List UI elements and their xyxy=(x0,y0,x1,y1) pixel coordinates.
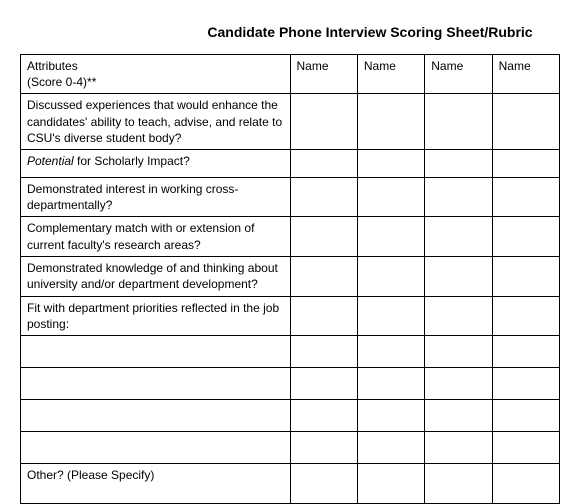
score-cell xyxy=(357,296,424,335)
attribute-cell: Demonstrated interest in working cross-d… xyxy=(21,177,291,216)
score-cell xyxy=(357,432,424,464)
table-row-empty xyxy=(21,432,560,464)
attribute-cell: Demonstrated knowledge of and thinking a… xyxy=(21,256,291,296)
score-cell xyxy=(492,336,559,368)
score-cell xyxy=(492,217,559,256)
score-cell xyxy=(357,336,424,368)
score-cell xyxy=(425,400,492,432)
table-row-empty xyxy=(21,368,560,400)
score-cell xyxy=(290,177,357,216)
score-cell xyxy=(290,336,357,368)
attribute-cell: Other? (Please Specify) xyxy=(21,464,291,504)
score-cell xyxy=(425,296,492,335)
table-header-row: Attributes (Score 0-4)** Name Name Name … xyxy=(21,55,560,94)
score-cell xyxy=(425,94,492,150)
score-cell xyxy=(492,296,559,335)
score-cell xyxy=(290,296,357,335)
score-cell xyxy=(492,432,559,464)
table-row: Other? (Please Specify) xyxy=(21,464,560,504)
score-cell xyxy=(357,368,424,400)
score-cell xyxy=(425,464,492,504)
attribute-cell: Fit with department priorities reflected… xyxy=(21,296,291,335)
score-cell xyxy=(492,256,559,296)
table-row: Potential for Scholarly Impact? xyxy=(21,149,560,177)
table-row: Complementary match with or extension of… xyxy=(21,217,560,256)
attribute-cell xyxy=(21,400,291,432)
table-row-empty xyxy=(21,400,560,432)
header-name-4: Name xyxy=(492,55,559,94)
attribute-cell xyxy=(21,368,291,400)
score-cell xyxy=(357,256,424,296)
header-attributes-line2: (Score 0-4)** xyxy=(27,74,284,90)
score-cell xyxy=(492,177,559,216)
score-cell xyxy=(290,94,357,150)
score-cell xyxy=(290,256,357,296)
scoring-rubric-table: Attributes (Score 0-4)** Name Name Name … xyxy=(20,54,560,504)
table-row-empty xyxy=(21,336,560,368)
score-cell xyxy=(492,149,559,177)
score-cell xyxy=(290,368,357,400)
table-row: Fit with department priorities reflected… xyxy=(21,296,560,335)
attribute-rest: for Scholarly Impact? xyxy=(74,154,190,168)
score-cell xyxy=(492,400,559,432)
score-cell xyxy=(425,217,492,256)
header-attributes: Attributes (Score 0-4)** xyxy=(21,55,291,94)
score-cell xyxy=(290,464,357,504)
header-name-2: Name xyxy=(357,55,424,94)
score-cell xyxy=(425,177,492,216)
score-cell xyxy=(425,432,492,464)
score-cell xyxy=(425,256,492,296)
table-row: Discussed experiences that would enhance… xyxy=(21,94,560,150)
attribute-cell xyxy=(21,336,291,368)
score-cell xyxy=(425,149,492,177)
italic-lead-word: Potential xyxy=(27,154,74,168)
attribute-cell: Discussed experiences that would enhance… xyxy=(21,94,291,150)
score-cell xyxy=(357,464,424,504)
score-cell xyxy=(357,217,424,256)
score-cell xyxy=(492,464,559,504)
score-cell xyxy=(290,400,357,432)
score-cell xyxy=(425,368,492,400)
header-attributes-line1: Attributes xyxy=(27,58,284,74)
score-cell xyxy=(357,94,424,150)
header-name-1: Name xyxy=(290,55,357,94)
document-title: Candidate Phone Interview Scoring Sheet/… xyxy=(180,24,560,40)
attribute-cell xyxy=(21,432,291,464)
score-cell xyxy=(290,217,357,256)
document-page: Candidate Phone Interview Scoring Sheet/… xyxy=(0,0,580,500)
score-cell xyxy=(357,149,424,177)
score-cell xyxy=(357,177,424,216)
score-cell xyxy=(290,432,357,464)
table-row: Demonstrated interest in working cross-d… xyxy=(21,177,560,216)
table-row: Demonstrated knowledge of and thinking a… xyxy=(21,256,560,296)
score-cell xyxy=(290,149,357,177)
score-cell xyxy=(357,400,424,432)
attribute-cell: Complementary match with or extension of… xyxy=(21,217,291,256)
attribute-cell: Potential for Scholarly Impact? xyxy=(21,149,291,177)
header-name-3: Name xyxy=(425,55,492,94)
score-cell xyxy=(492,368,559,400)
score-cell xyxy=(425,336,492,368)
score-cell xyxy=(492,94,559,150)
